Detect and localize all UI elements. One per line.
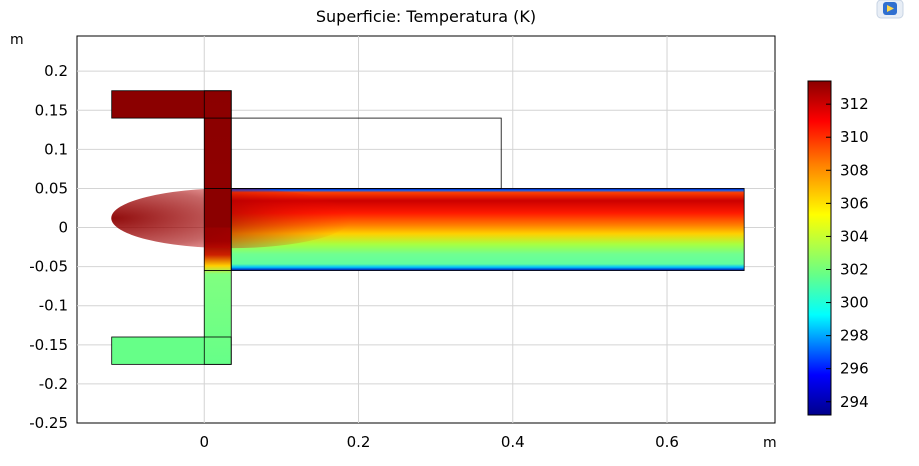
x-tick-label: 0.2 xyxy=(347,433,371,451)
x-tick-labels: 0 0.2 0.4 0.6 xyxy=(199,433,678,451)
y-axis-unit: m xyxy=(10,32,24,48)
y-tick-labels: 0.2 0.15 0.1 0.05 0 -0.05 -0.1 -0.15 -0.2 -0.25 xyxy=(29,62,68,432)
y-tick-label: 0.05 xyxy=(35,179,68,197)
colorbar-tick-label: 296 xyxy=(840,360,869,378)
colorbar-tick-label: 310 xyxy=(840,128,869,146)
y-tick-label: 0 xyxy=(58,219,68,237)
y-tick-label: -0.05 xyxy=(29,258,68,276)
y-tick-label: 0.15 xyxy=(35,101,68,119)
y-tick-label: 0.1 xyxy=(44,140,68,158)
camera-box-icon[interactable] xyxy=(876,0,904,20)
colorbar-tick-label: 308 xyxy=(840,161,869,179)
outline-upper-box xyxy=(230,117,502,189)
y-tick-label: -0.2 xyxy=(39,375,68,393)
y-tick-label: -0.25 xyxy=(29,414,68,432)
x-axis-unit: m xyxy=(763,435,777,451)
colorbar-tick-label: 300 xyxy=(840,294,869,312)
colorbar-tick-label: 306 xyxy=(840,194,869,212)
x-tick-label: 0 xyxy=(199,433,209,451)
y-tick-label: -0.1 xyxy=(39,297,68,315)
colorbar-tick-label: 304 xyxy=(840,227,869,245)
colorbar-tick-labels: 312 310 308 306 304 302 300 298 296 294 xyxy=(826,95,869,411)
y-tick-label: 0.2 xyxy=(44,62,68,80)
colorbar-tick-label: 312 xyxy=(840,95,869,113)
y-tick-label: -0.15 xyxy=(29,336,68,354)
colorbar-tick-label: 302 xyxy=(840,260,869,278)
x-tick-label: 0.6 xyxy=(655,433,679,451)
geometry-outlines xyxy=(111,90,745,365)
plot-title: Superficie: Temperatura (K) xyxy=(316,7,536,26)
colorbar-tick-label: 294 xyxy=(840,393,869,411)
colorbar xyxy=(807,80,832,416)
x-tick-label: 0.4 xyxy=(501,433,525,451)
colorbar-tick-label: 298 xyxy=(840,327,869,345)
region-riser-hot-core xyxy=(204,188,232,228)
